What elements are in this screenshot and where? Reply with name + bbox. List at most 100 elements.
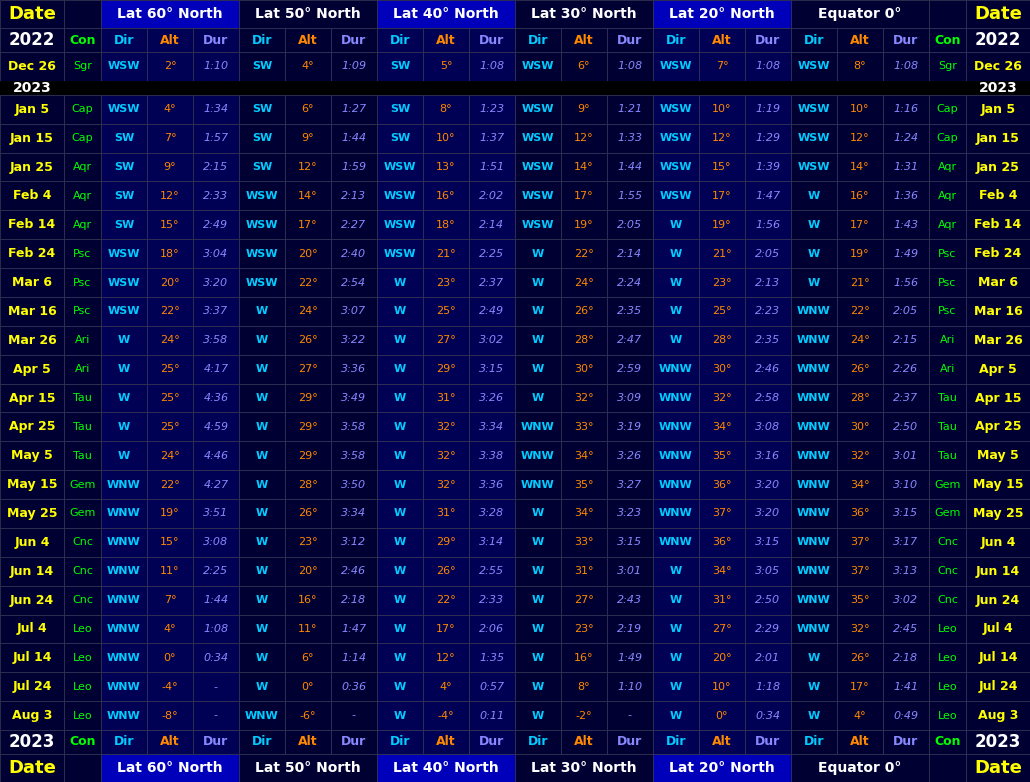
Bar <box>883 326 929 355</box>
Bar <box>745 52 791 81</box>
Text: 36°: 36° <box>713 479 731 490</box>
Bar <box>699 95 745 124</box>
Text: May 5: May 5 <box>977 449 1019 462</box>
Text: 12°: 12° <box>299 162 318 172</box>
Bar <box>515 28 561 52</box>
Bar <box>423 470 469 499</box>
Bar <box>101 673 147 701</box>
Bar <box>966 268 1030 297</box>
Bar <box>331 326 377 355</box>
Bar <box>0 644 64 673</box>
Text: 7°: 7° <box>164 595 176 605</box>
Text: W: W <box>393 711 406 720</box>
Text: W: W <box>117 450 130 461</box>
Bar <box>607 701 653 730</box>
Bar <box>515 210 561 239</box>
Bar <box>147 268 193 297</box>
Bar <box>469 441 515 470</box>
Bar <box>837 673 883 701</box>
Text: WSW: WSW <box>798 133 830 143</box>
Text: 32°: 32° <box>574 393 594 403</box>
Text: WNW: WNW <box>107 537 141 547</box>
Text: Mar 6: Mar 6 <box>12 276 52 289</box>
Bar <box>285 441 331 470</box>
Text: 0:36: 0:36 <box>341 682 367 692</box>
Text: Aqr: Aqr <box>938 162 957 172</box>
Bar <box>423 28 469 52</box>
Bar <box>791 615 837 644</box>
Bar <box>515 441 561 470</box>
Text: 5°: 5° <box>440 62 452 71</box>
Text: Feb 24: Feb 24 <box>974 247 1022 260</box>
Text: W: W <box>531 711 544 720</box>
Bar <box>377 644 423 673</box>
Text: Mar 16: Mar 16 <box>7 305 57 318</box>
Text: Alt: Alt <box>712 34 731 46</box>
Bar <box>883 28 929 52</box>
Text: W: W <box>531 249 544 259</box>
Text: 19°: 19° <box>712 220 731 230</box>
Text: 2:13: 2:13 <box>755 278 781 288</box>
Bar <box>561 297 607 326</box>
Bar <box>515 124 561 152</box>
Bar <box>423 152 469 181</box>
Text: 3:01: 3:01 <box>893 450 919 461</box>
Bar <box>331 586 377 615</box>
Text: Cnc: Cnc <box>937 595 958 605</box>
Text: 37°: 37° <box>712 508 731 518</box>
Text: 1:41: 1:41 <box>893 682 919 692</box>
Bar <box>239 28 285 52</box>
Text: Gem: Gem <box>934 479 961 490</box>
Bar <box>791 239 837 268</box>
Text: -4°: -4° <box>438 711 454 720</box>
Bar <box>883 412 929 441</box>
Text: 28°: 28° <box>574 335 594 346</box>
Bar <box>883 644 929 673</box>
Bar <box>929 268 966 297</box>
Bar <box>929 586 966 615</box>
Bar <box>239 239 285 268</box>
Text: W: W <box>117 393 130 403</box>
Bar <box>607 586 653 615</box>
Bar <box>653 181 699 210</box>
Text: 1:23: 1:23 <box>479 104 505 114</box>
Text: 29°: 29° <box>298 450 318 461</box>
Text: 22°: 22° <box>298 278 318 288</box>
Text: WNW: WNW <box>797 393 831 403</box>
Text: WNW: WNW <box>659 450 693 461</box>
Text: W: W <box>808 220 820 230</box>
Text: 32°: 32° <box>712 393 731 403</box>
Text: Dir: Dir <box>389 736 410 748</box>
Bar <box>377 586 423 615</box>
Bar <box>469 239 515 268</box>
Text: WSW: WSW <box>246 249 278 259</box>
Text: 8°: 8° <box>578 682 590 692</box>
Bar <box>193 181 239 210</box>
Text: 17°: 17° <box>850 682 869 692</box>
Bar <box>929 730 966 754</box>
Text: Aqr: Aqr <box>938 191 957 201</box>
Bar <box>0 441 64 470</box>
Text: 29°: 29° <box>436 537 456 547</box>
Bar <box>837 615 883 644</box>
Bar <box>239 95 285 124</box>
Text: Jan 5: Jan 5 <box>14 102 49 116</box>
Text: 2:55: 2:55 <box>479 566 505 576</box>
Text: 24°: 24° <box>298 307 318 317</box>
Bar <box>883 499 929 528</box>
Bar <box>469 499 515 528</box>
Bar <box>653 268 699 297</box>
Text: 7°: 7° <box>164 133 176 143</box>
Bar <box>929 557 966 586</box>
Bar <box>929 181 966 210</box>
Text: Lat 60° North: Lat 60° North <box>117 761 222 775</box>
Text: 1:08: 1:08 <box>479 62 505 71</box>
Text: WNW: WNW <box>797 450 831 461</box>
Bar <box>791 499 837 528</box>
Bar <box>0 81 1030 95</box>
Text: 1:27: 1:27 <box>341 104 367 114</box>
Bar <box>0 124 64 152</box>
Bar <box>745 28 791 52</box>
Text: WNW: WNW <box>107 566 141 576</box>
Text: 1:14: 1:14 <box>341 653 367 663</box>
